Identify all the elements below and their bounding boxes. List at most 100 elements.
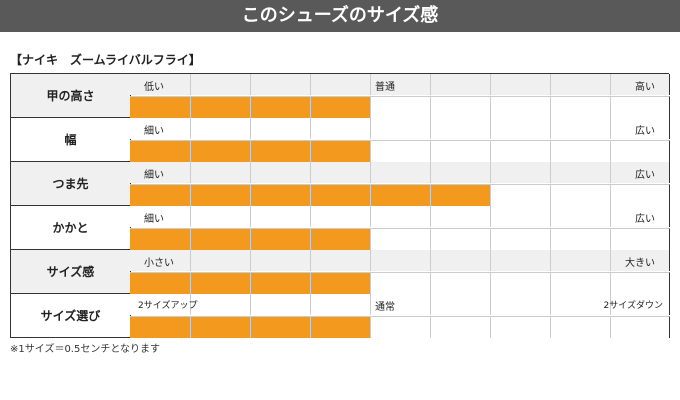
segment-divider <box>430 317 431 338</box>
segment-divider <box>190 250 191 271</box>
segment-divider <box>610 185 611 206</box>
segment-divider <box>430 97 431 118</box>
segment-divider <box>430 229 431 250</box>
fit-scale-bar-track <box>130 228 670 250</box>
segment-divider <box>550 229 551 250</box>
segment-divider <box>550 317 551 338</box>
fit-scale-labels: 小さい 大きい <box>130 250 670 271</box>
segment-divider <box>610 97 611 118</box>
fit-scale-bar <box>130 317 370 338</box>
fit-scale-bar <box>130 273 370 294</box>
segment-divider <box>370 118 371 139</box>
scale-min-label: 低い <box>144 82 164 93</box>
scale-max-label: 大きい <box>625 258 655 269</box>
segment-divider <box>250 118 251 139</box>
segment-divider <box>610 206 611 227</box>
segment-divider <box>310 162 311 183</box>
segment-divider <box>310 74 311 95</box>
fit-scale-bar-track <box>130 184 670 206</box>
segment-divider <box>550 250 551 271</box>
segment-divider <box>370 250 371 271</box>
segment-divider <box>190 206 191 227</box>
scale-min-label: 小さい <box>144 258 174 269</box>
size-chart: 甲の高さ 低い 普通 高い幅細い 広い つま先 細い 広い かかと 細い 広い サイズ感 小さい 大きいサ… <box>10 73 670 338</box>
segment-divider <box>370 273 371 294</box>
segment-divider <box>370 141 371 162</box>
fit-scale-bar <box>130 141 370 162</box>
footnote: ※1サイズ＝0.5センチとなります <box>10 344 161 355</box>
segment-divider <box>250 74 251 95</box>
segment-divider <box>490 294 491 315</box>
scale-mid-label: 普通 <box>375 82 395 93</box>
segment-divider <box>490 97 491 118</box>
fit-scale-bar-track <box>130 316 670 338</box>
segment-divider <box>190 74 191 95</box>
fit-row: つま先 細い 広い <box>10 162 670 206</box>
scale-min-label: 細い <box>144 170 164 181</box>
segment-divider <box>610 141 611 162</box>
segment-divider <box>250 206 251 227</box>
fit-row-label: サイズ選び <box>10 294 131 337</box>
fit-scale-labels: 細い 広い <box>130 118 670 139</box>
segment-divider <box>610 229 611 250</box>
fit-scale-bar-track <box>130 96 670 118</box>
product-name: 【ナイキ ズームライバルフライ】 <box>10 53 201 67</box>
scale-min-label: 細い <box>144 126 164 137</box>
fit-scale-bar <box>130 97 370 118</box>
fit-scale-bar-track <box>130 272 670 294</box>
segment-divider <box>490 206 491 227</box>
fit-row-label: かかと <box>10 206 131 249</box>
segment-divider <box>430 294 431 315</box>
scale-max-label: 広い <box>635 214 655 225</box>
fit-scale-labels: 細い 広い <box>130 206 670 227</box>
segment-divider <box>550 273 551 294</box>
segment-divider <box>430 162 431 183</box>
segment-divider <box>550 118 551 139</box>
segment-divider <box>610 118 611 139</box>
fit-row-label: つま先 <box>10 162 131 205</box>
segment-divider <box>430 141 431 162</box>
segment-divider <box>490 229 491 250</box>
segment-divider <box>370 74 371 95</box>
segment-divider <box>370 97 371 118</box>
fit-scale-bar <box>130 229 370 250</box>
segment-divider <box>310 294 311 315</box>
segment-divider <box>550 74 551 95</box>
segment-divider <box>190 118 191 139</box>
scale-min-label: 細い <box>144 214 164 225</box>
segment-divider <box>370 206 371 227</box>
segment-divider <box>250 294 251 315</box>
fit-scale-bar-track <box>130 140 670 162</box>
segment-divider <box>550 97 551 118</box>
fit-scale-labels: 細い 広い <box>130 162 670 183</box>
segment-divider <box>310 250 311 271</box>
fit-row-label: 幅 <box>10 118 131 161</box>
fit-row: サイズ感 小さい 大きい <box>10 250 670 294</box>
segment-divider <box>490 317 491 338</box>
fit-scale-labels: 2サイズアップ 通常 2サイズダウン <box>130 294 670 315</box>
segment-divider <box>490 141 491 162</box>
segment-divider <box>370 162 371 183</box>
segment-divider <box>430 74 431 95</box>
fit-row-label: サイズ感 <box>10 250 131 293</box>
page-title: このシューズのサイズ感 <box>241 5 439 26</box>
fit-row: 甲の高さ 低い 普通 高い <box>10 74 670 118</box>
segment-divider <box>550 162 551 183</box>
segment-divider <box>190 162 191 183</box>
segment-divider <box>490 118 491 139</box>
segment-divider <box>490 250 491 271</box>
segment-divider <box>370 317 371 338</box>
page-header: このシューズのサイズ感 <box>0 0 680 32</box>
segment-divider <box>370 294 371 315</box>
segment-divider <box>490 273 491 294</box>
segment-divider <box>430 206 431 227</box>
segment-divider <box>250 250 251 271</box>
scale-max-label: 高い <box>635 82 655 93</box>
segment-divider <box>610 250 611 271</box>
segment-divider <box>490 74 491 95</box>
scale-min-label: 2サイズアップ <box>138 301 198 311</box>
segment-divider <box>310 118 311 139</box>
scale-max-label: 広い <box>635 170 655 181</box>
segment-divider <box>550 141 551 162</box>
segment-divider <box>490 185 491 206</box>
